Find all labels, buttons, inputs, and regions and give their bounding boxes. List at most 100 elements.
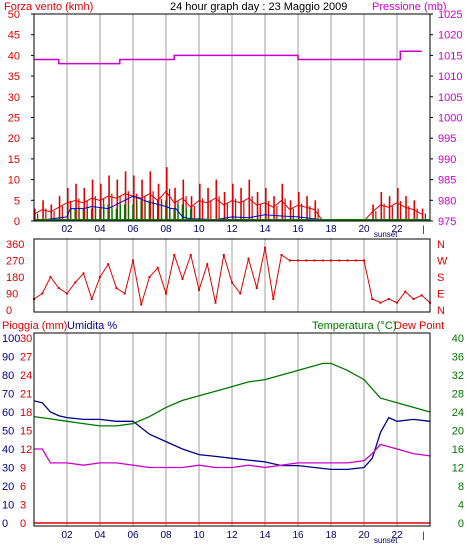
direction-point <box>90 298 93 300</box>
wind-pressure-panel: Forza vento (kmh) 24 hour graph day : 23… <box>4 1 462 239</box>
gust-bar <box>108 175 110 221</box>
avg-wind-bar <box>82 208 84 221</box>
direction-point <box>321 259 324 262</box>
direction-point <box>173 254 176 256</box>
dewpoint-line <box>34 443 431 469</box>
temperature-tick-label: 12 <box>452 463 464 475</box>
temp-frame <box>33 332 431 527</box>
hour-label: 06 <box>127 224 139 235</box>
gust-bar <box>83 187 86 221</box>
gust-bar <box>67 187 69 221</box>
wind-tick-label: 35 <box>8 71 20 83</box>
hour-label: 08 <box>160 224 172 235</box>
temp-ticks: 0102030405060708090100036912151821242730… <box>2 333 464 530</box>
gust-bar <box>169 188 171 221</box>
gust-bar <box>309 206 311 221</box>
wind-tick-label: 50 <box>8 9 20 21</box>
avg-wind-bar <box>148 200 150 221</box>
direction-series <box>33 246 431 306</box>
rain-tick-label: 24 <box>20 370 32 382</box>
wind-axis-label: Forza vento (kmh) <box>4 1 93 13</box>
compass-tick-label: W <box>437 256 448 268</box>
hour-label: 02 <box>61 530 73 541</box>
gust-bar <box>75 183 77 221</box>
humidity-tick-label: 50 <box>2 426 14 438</box>
wind-tick-label: 25 <box>8 113 20 125</box>
gust-bar <box>306 196 308 221</box>
gust-bar <box>248 179 251 221</box>
avg-wind-bar <box>156 200 159 221</box>
avg-wind-bar <box>161 200 163 221</box>
direction-point <box>404 290 407 293</box>
gust-bar <box>273 196 275 221</box>
direction-point <box>214 301 217 304</box>
gust-bar <box>289 200 292 221</box>
hour-label: 18 <box>325 530 337 541</box>
avg-wind-bar <box>152 200 154 221</box>
humidity-tick-label: 70 <box>2 389 14 401</box>
temperature-tick-label: 40 <box>452 333 464 345</box>
hour-label: 18 <box>325 224 337 235</box>
direction-point <box>198 288 200 291</box>
avg-wind-bar <box>140 200 142 221</box>
temp-humidity-panel: Pioggia (mm) Umidita % Temperatura (°C) … <box>2 320 464 545</box>
gust-bar <box>42 200 44 221</box>
direction-point <box>206 263 209 266</box>
direction-point <box>123 292 126 295</box>
wind-tick-label: 30 <box>8 92 20 104</box>
gust-bar <box>372 204 374 221</box>
direction-tick-label: 180 <box>6 272 24 284</box>
hour-label: 04 <box>94 224 106 235</box>
gust-bar <box>424 213 426 221</box>
humidity-tick-label: 60 <box>2 407 14 419</box>
avg-wind-bar <box>90 208 93 221</box>
gust-bar <box>100 183 102 221</box>
temperature-tick-label: 4 <box>458 500 464 512</box>
rain-tick-label: 18 <box>20 407 32 419</box>
pressure-tick-label: 1005 <box>438 92 462 104</box>
gust-bar <box>240 187 242 221</box>
direction-point <box>247 257 250 260</box>
direction-point <box>165 292 167 295</box>
direction-tick-label: 360 <box>6 239 24 251</box>
pressure-tick-label: 1015 <box>438 50 462 62</box>
gust-bar <box>116 179 119 221</box>
wind-tick-label: 5 <box>14 195 20 207</box>
direction-point <box>74 281 77 284</box>
wind-series <box>33 50 430 222</box>
wind-tick-label: 20 <box>8 133 20 145</box>
rain-tick-label: 0 <box>20 518 26 530</box>
humidity-tick-label: 0 <box>2 518 8 530</box>
gust-bar <box>298 192 300 221</box>
gust-bar <box>268 201 270 221</box>
direction-point <box>420 294 423 297</box>
avg-wind-bar <box>74 208 76 221</box>
rain-tick-label: 12 <box>20 444 32 456</box>
hour-label: 14 <box>259 224 271 235</box>
direction-point <box>132 259 134 262</box>
avg-wind-bar <box>181 204 183 221</box>
pressure-tick-label: 1025 <box>438 9 462 21</box>
gust-bar <box>53 211 55 221</box>
avg-wind-bar <box>115 208 117 221</box>
direction-point <box>354 259 357 262</box>
hour-label: 16 <box>292 224 304 235</box>
gust-bar <box>400 201 402 221</box>
direction-tick-label: 270 <box>6 256 24 268</box>
direction-point <box>363 259 365 262</box>
humidity-tick-label: 90 <box>2 352 14 364</box>
temperature-line <box>33 362 431 427</box>
gust-bar <box>301 203 303 221</box>
dewpoint-axis-label: Dew Point <box>394 320 444 332</box>
hour-label: 20 <box>358 530 370 541</box>
temperature-tick-label: 28 <box>452 389 464 401</box>
avg-wind-bar <box>136 200 138 221</box>
direction-point <box>387 298 390 300</box>
avg-wind-bar <box>99 208 101 221</box>
gust-bar <box>210 201 212 221</box>
gust-bar <box>292 208 294 221</box>
direction-point <box>99 276 101 278</box>
compass-tick-label: N <box>437 239 445 251</box>
direction-point <box>412 298 415 300</box>
direction-point <box>330 259 332 262</box>
